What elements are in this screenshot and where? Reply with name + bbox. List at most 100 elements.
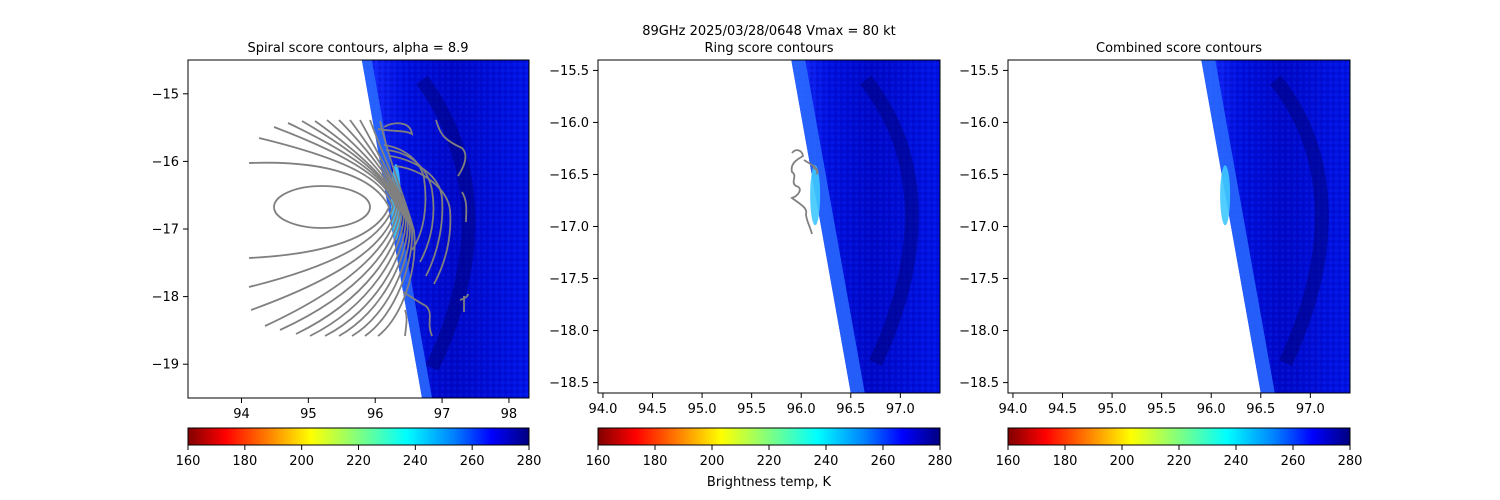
y-tick-label: −15.5 (959, 64, 999, 79)
y-axis: −15 −16 −17 −18 −19 (152, 87, 188, 373)
x-tick-label: 96.0 (1197, 402, 1226, 417)
contour-line (279, 120, 401, 331)
panel-spiral: Spiral score contours, alpha = 8.9 (152, 41, 530, 422)
x-tick-label: 97 (434, 407, 451, 422)
x-tick-label: 94.0 (588, 402, 617, 417)
colorbar-ticks: 160 180 200 220 240 260 280 (176, 445, 542, 469)
colorbar-tick-label: 260 (871, 454, 896, 469)
swath-edge-band (791, 60, 865, 393)
y-tick-label: −18 (152, 290, 179, 305)
colorbar-tick-label: 220 (1167, 454, 1192, 469)
contour-line (295, 120, 403, 335)
colorbar-tick-label: 260 (1281, 454, 1306, 469)
colorbar-tick-label: 280 (1338, 454, 1363, 469)
x-tick-label: 96.5 (1246, 402, 1275, 417)
colorbar-tick-label: 240 (403, 454, 428, 469)
y-tick-label: −16 (152, 155, 179, 170)
swath-texture (1201, 60, 1350, 393)
x-tick-label: 95.5 (1147, 402, 1176, 417)
x-tick-label: 98 (501, 407, 518, 422)
y-axis: −15.5 −16.0 −16.5 −17.0 −17.5 −18.0 −18.5 (549, 64, 598, 391)
spiral-contours (248, 119, 469, 337)
contour-line (264, 122, 399, 327)
x-axis: 94.0 94.5 95.0 95.5 96.0 96.5 97.0 (998, 393, 1325, 417)
y-tick-label: −17.5 (959, 272, 999, 287)
y-tick-label: −16.5 (959, 168, 999, 183)
cold-band (416, 75, 476, 371)
contour-line (389, 155, 444, 277)
colorbar-1: 160 180 200 220 240 260 280 (176, 427, 542, 469)
x-axis: 94.0 94.5 95.0 95.5 96.0 96.5 97.0 (588, 393, 915, 417)
cold-band (1270, 75, 1329, 366)
y-tick-label: −18.5 (959, 376, 999, 391)
colorbar-ticks: 160 180 200 220 240 260 280 (996, 445, 1363, 469)
colorbar-gradient (1007, 427, 1351, 446)
y-tick-label: −19 (152, 358, 179, 373)
colorbar-tick-label: 160 (996, 454, 1021, 469)
colorbar-tick-label: 260 (460, 454, 485, 469)
warm-core (1220, 165, 1231, 226)
colorbar-gradient (187, 427, 530, 446)
x-tick-label: 95.0 (688, 402, 717, 417)
colorbar-tick-label: 180 (232, 454, 257, 469)
swath-edge-band (1201, 60, 1275, 393)
contour-line (309, 119, 405, 337)
contour-line (351, 119, 411, 337)
colorbar-ticks: 160 180 200 220 240 260 280 (586, 445, 952, 469)
swath-heatmap (791, 60, 940, 393)
contour-line (377, 120, 416, 337)
figure-suptitle: 89GHz 2025/03/28/0648 Vmax = 80 kt (642, 24, 896, 39)
contour-line (435, 119, 467, 177)
x-tick-label: 96 (367, 407, 384, 422)
contour-line (790, 149, 813, 235)
y-tick-label: −17 (152, 223, 179, 238)
contour-line (377, 122, 414, 136)
x-tick-label: 94.0 (998, 402, 1027, 417)
panel-combined-title: Combined score contours (1096, 41, 1262, 56)
panel-combined: Combined score contours 94.0 94.5 95.0 95.5… (959, 41, 1351, 417)
contour-line (364, 119, 413, 337)
contour-line (383, 144, 427, 251)
colorbar-tick-label: 200 (1110, 454, 1135, 469)
contour-line (385, 149, 435, 263)
panel-ring-title: Ring score contours (704, 41, 833, 56)
colorbar-tick-label: 280 (517, 454, 542, 469)
colorbar-label: Brightness temp, K (707, 475, 832, 490)
contour-line (461, 191, 468, 223)
colorbar-tick-label: 180 (1053, 454, 1078, 469)
colorbar-tick-label: 160 (176, 454, 201, 469)
y-tick-label: −16.5 (549, 168, 589, 183)
colorbar-gradient (597, 427, 941, 446)
contour-line (404, 309, 408, 337)
y-tick-label: −15.5 (549, 64, 589, 79)
contour-line (248, 137, 394, 288)
x-tick-label: 95.0 (1098, 402, 1127, 417)
x-tick-label: 95.5 (737, 402, 766, 417)
x-tick-label: 96.0 (787, 402, 816, 417)
warm-core (810, 165, 821, 226)
x-tick-label: 94.5 (1048, 402, 1077, 417)
contour-line (338, 119, 409, 337)
y-tick-label: −18.0 (549, 324, 589, 339)
ring-contours (790, 149, 819, 235)
y-tick-label: −15 (152, 87, 179, 102)
y-axis: −15.5 −16.0 −16.5 −17.0 −17.5 −18.0 −18.5 (959, 64, 1008, 391)
colorbar-tick-label: 240 (1224, 454, 1249, 469)
colorbar-tick-label: 200 (289, 454, 314, 469)
y-tick-label: −17.0 (959, 220, 999, 235)
swath-heatmap (1201, 60, 1350, 393)
x-tick-label: 96.5 (836, 402, 865, 417)
colorbar-tick-label: 180 (643, 454, 668, 469)
colorbar-tick-label: 240 (814, 454, 839, 469)
contour-line (250, 126, 397, 311)
contour-line (273, 185, 371, 229)
y-tick-label: −17.0 (549, 220, 589, 235)
y-tick-label: −16.0 (549, 116, 589, 131)
x-tick-label: 97.0 (1296, 402, 1325, 417)
panel-spiral-title: Spiral score contours, alpha = 8.9 (247, 41, 468, 56)
colorbar-tick-label: 160 (586, 454, 611, 469)
x-axis: 94 95 96 97 98 (233, 398, 517, 422)
colorbar-tick-label: 200 (700, 454, 725, 469)
x-tick-label: 94 (233, 407, 250, 422)
